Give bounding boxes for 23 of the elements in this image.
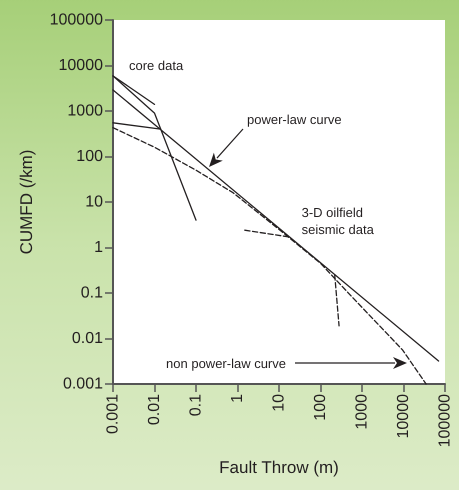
y-tick-label: 100 — [76, 148, 104, 165]
x-axis-title: Fault Throw (m) — [219, 458, 339, 477]
x-tick-label: 100 — [312, 394, 329, 421]
y-tick-label: 10000 — [58, 57, 104, 74]
y-tick-label: 0.1 — [80, 284, 104, 302]
x-tick-label: 0.01 — [146, 394, 163, 426]
annotation: core data — [129, 58, 184, 73]
x-tick-label: 1 — [229, 394, 246, 403]
x-tick-label: 100000 — [436, 394, 454, 448]
y-tick-label: 100000 — [50, 12, 104, 28]
annotation: non power-law curve — [166, 356, 286, 371]
y-tick-label: 0.01 — [72, 330, 104, 347]
x-tick-label: 0.1 — [188, 394, 204, 416]
y-tick-label: 10 — [85, 194, 104, 210]
x-tick-label: 10000 — [395, 394, 412, 438]
y-tick-label: 0.001 — [62, 376, 104, 392]
x-tick-label: 1000 — [354, 394, 370, 430]
y-tick-label: 1 — [94, 239, 104, 256]
y-tick-label: 1000 — [67, 102, 104, 120]
annotation: 3-D oilfield seismic data — [302, 205, 375, 238]
y-axis-title: CUMFD (/km) — [17, 150, 36, 254]
annotation: power-law curve — [247, 112, 342, 127]
x-tick-label: 10 — [270, 394, 288, 412]
